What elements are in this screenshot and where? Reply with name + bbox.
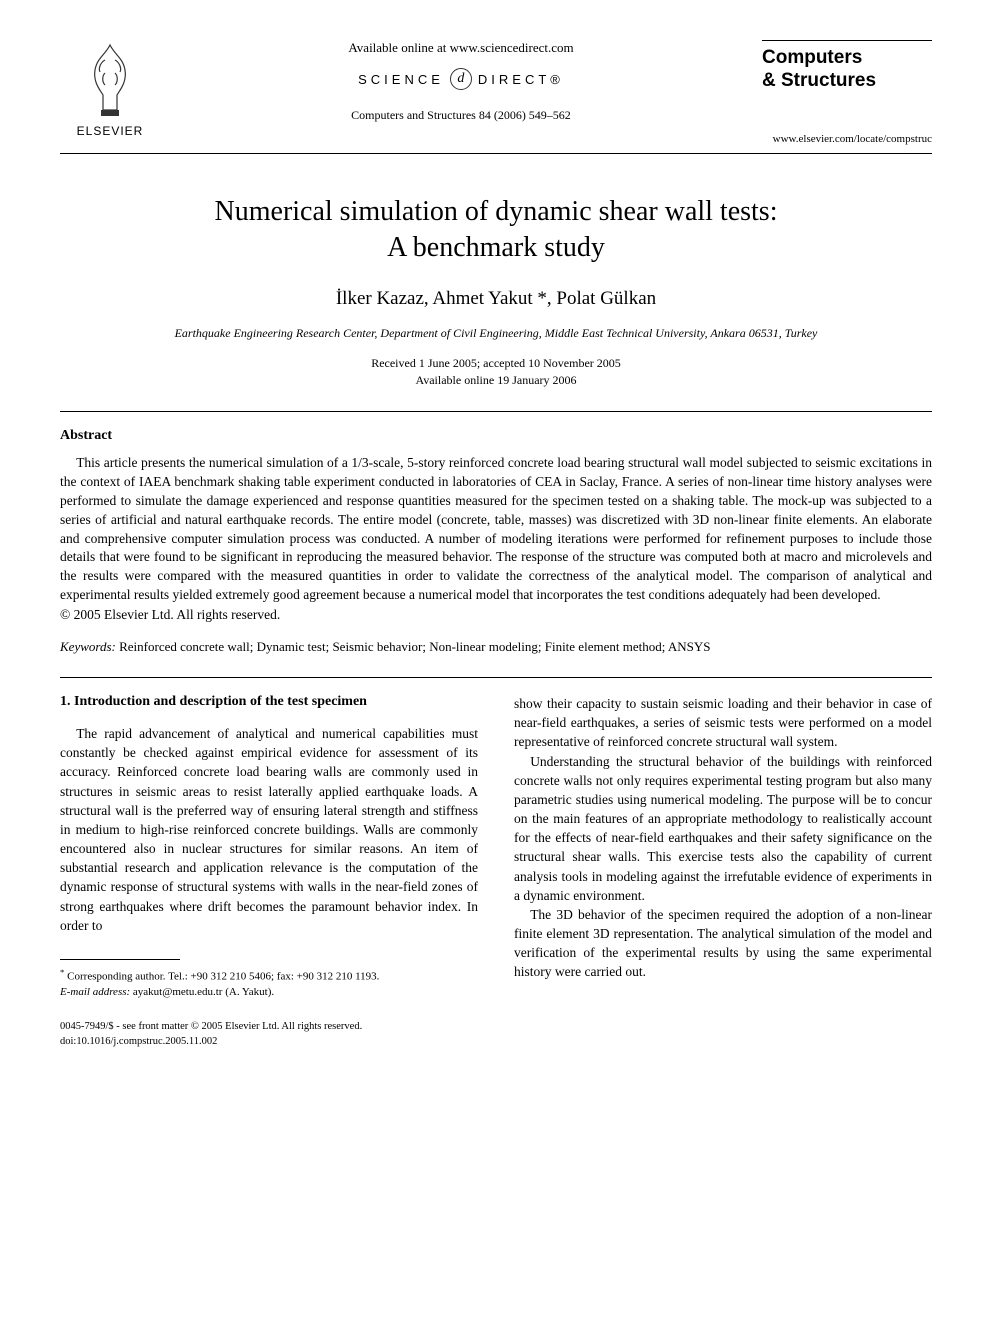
abstract-bottom-rule [60,677,932,678]
abstract-copyright: © 2005 Elsevier Ltd. All rights reserved… [60,607,932,623]
section1-p3: Understanding the structural behavior of… [514,752,932,905]
doi-line: doi:10.1016/j.compstruc.2005.11.002 [60,1035,932,1050]
keywords-text: Reinforced concrete wall; Dynamic test; … [116,639,711,654]
center-header: Available online at www.sciencedirect.co… [160,40,762,123]
section1-p2: show their capacity to sustain seismic l… [514,694,932,751]
journal-title-line1: Computers [762,47,862,68]
science-direct-logo: SCIENCE d DIRECT® [180,68,742,90]
abstract-text: This article presents the numerical simu… [60,454,932,605]
affiliation: Earthquake Engineering Research Center, … [60,326,932,341]
footnote-email-label: E-mail address: [60,986,130,998]
title-block: Numerical simulation of dynamic shear wa… [60,194,932,389]
issn-line: 0045-7949/$ - see front matter © 2005 El… [60,1020,932,1035]
section1-p4: The 3D behavior of the specimen required… [514,905,932,982]
header: ELSEVIER Available online at www.science… [60,40,932,145]
title-line1: Numerical simulation of dynamic shear wa… [215,196,778,227]
abstract-top-rule [60,411,932,412]
footnote-asterisk: * [60,967,64,977]
header-rule [60,153,932,154]
elsevier-tree-icon [75,40,145,120]
sd-left: SCIENCE [358,72,444,87]
section1-body-left: The rapid advancement of analytical and … [60,724,478,935]
dates-line1: Received 1 June 2005; accepted 10 Novemb… [371,356,621,370]
sd-glyph-icon: d [450,68,472,90]
abstract-heading: Abstract [60,428,932,444]
section1-body-right: show their capacity to sustain seismic l… [514,694,932,981]
paper-title: Numerical simulation of dynamic shear wa… [60,194,932,267]
right-column: show their capacity to sustain seismic l… [514,694,932,1000]
abstract-section: Abstract This article presents the numer… [60,428,932,655]
left-column: 1. Introduction and description of the t… [60,694,478,1000]
journal-box: Computers & Structures www.elsevier.com/… [762,40,932,145]
keywords: Keywords: Reinforced concrete wall; Dyna… [60,639,932,655]
section1-p1: The rapid advancement of analytical and … [60,724,478,935]
journal-top-rule [762,40,932,41]
dates-line2: Available online 19 January 2006 [415,373,576,387]
authors: İlker Kazaz, Ahmet Yakut *, Polat Gülkan [60,288,932,310]
available-online-text: Available online at www.sciencedirect.co… [180,40,742,56]
journal-title: Computers & Structures [762,47,932,93]
footnote: * Corresponding author. Tel.: +90 312 21… [60,966,478,1000]
article-dates: Received 1 June 2005; accepted 10 Novemb… [60,355,932,389]
journal-reference: Computers and Structures 84 (2006) 549–5… [180,108,742,123]
footnote-corresponding: Corresponding author. Tel.: +90 312 210 … [67,970,379,982]
journal-title-line2: & Structures [762,70,876,91]
footnote-email: ayakut@metu.edu.tr (A. Yakut). [130,986,274,998]
footnote-rule [60,959,180,960]
keywords-label: Keywords: [60,639,116,654]
publisher-logo: ELSEVIER [60,40,160,138]
bottom-meta: 0045-7949/$ - see front matter © 2005 El… [60,1020,932,1049]
sd-right: DIRECT® [478,72,564,87]
title-line2: A benchmark study [387,232,605,263]
journal-url: www.elsevier.com/locate/compstruc [762,133,932,145]
elsevier-label: ELSEVIER [77,124,144,138]
body-columns: 1. Introduction and description of the t… [60,694,932,1000]
section1-heading: 1. Introduction and description of the t… [60,694,478,710]
